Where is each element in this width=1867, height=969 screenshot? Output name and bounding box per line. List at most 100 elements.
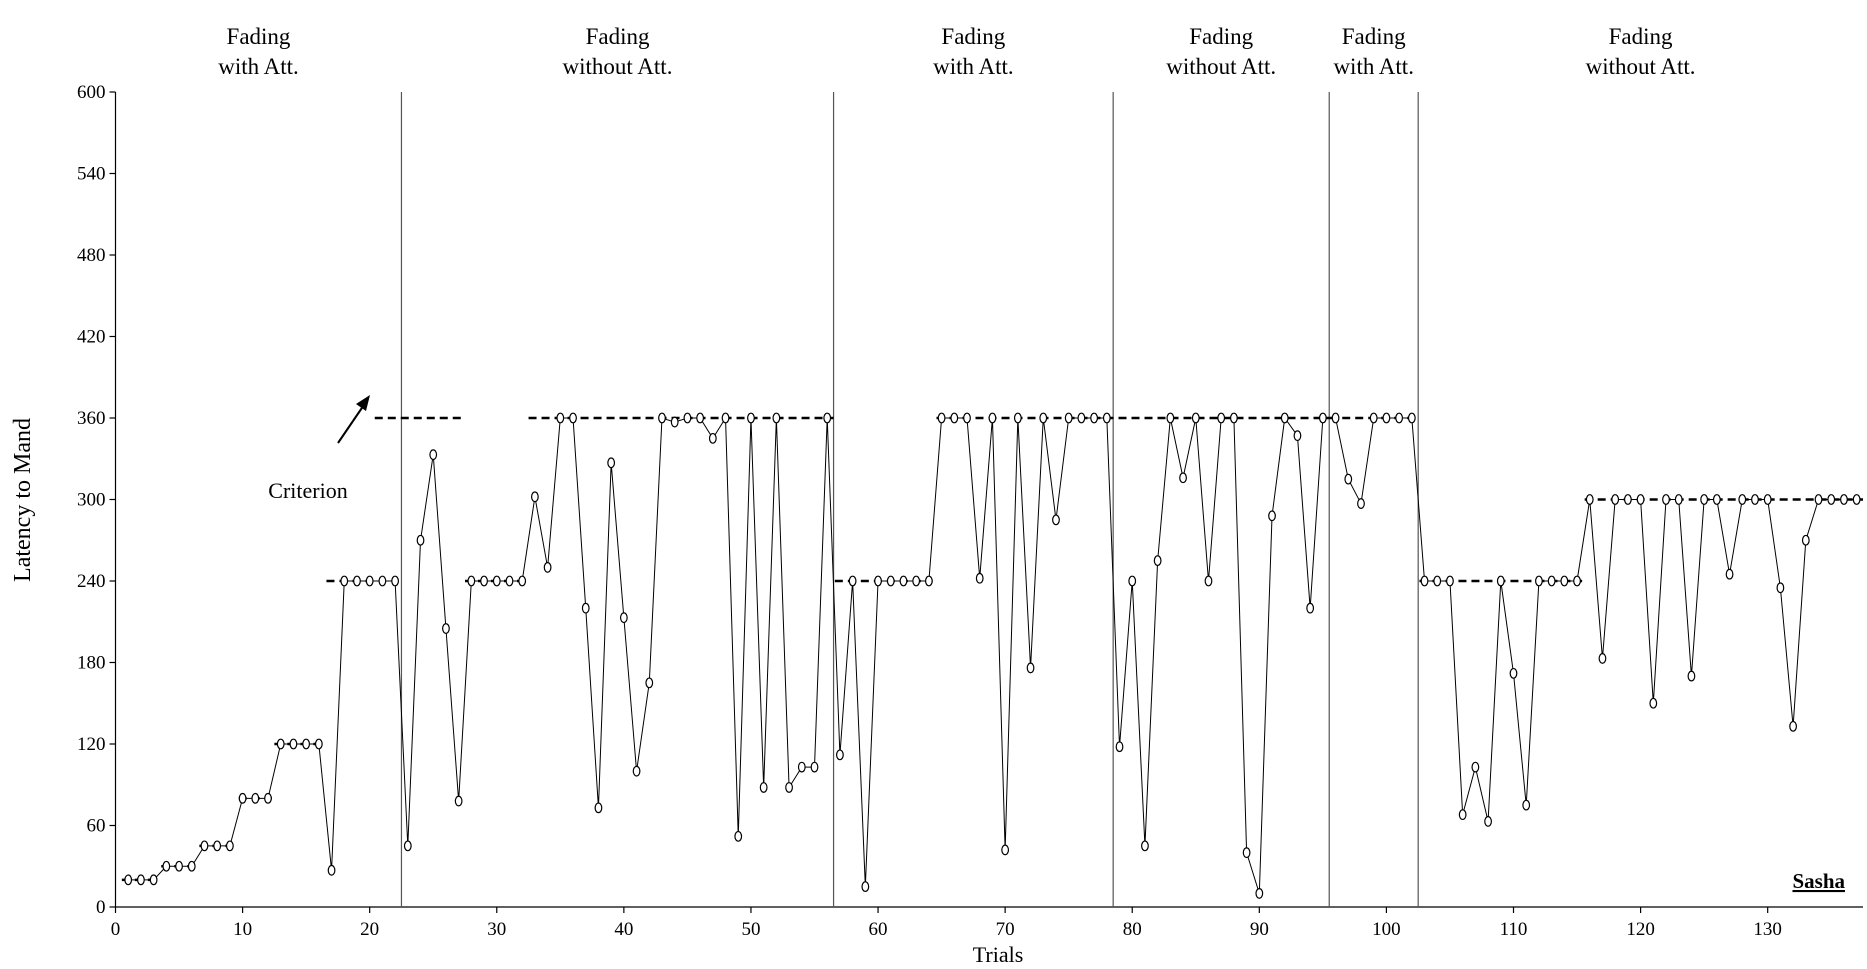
data-point [607, 457, 616, 469]
data-point [1268, 510, 1276, 522]
data-point [569, 412, 577, 424]
data-point [1179, 472, 1187, 484]
subject-label: Sasha [1792, 869, 1845, 893]
data-point [1420, 575, 1429, 587]
data-point [137, 874, 145, 886]
x-tick-label: 90 [1250, 919, 1269, 940]
y-tick-label: 300 [77, 490, 106, 511]
y-tick-label: 60 [87, 816, 106, 837]
data-point [1827, 494, 1836, 505]
data-point [912, 575, 921, 587]
data-point [1712, 494, 1721, 505]
data-point [124, 874, 133, 886]
x-axis-label: Trials [973, 942, 1024, 967]
data-point [175, 860, 183, 872]
data-point [1382, 412, 1391, 424]
data-point [1801, 534, 1810, 546]
data-point [1852, 494, 1861, 505]
phase-label: Fading [586, 24, 650, 49]
data-point [1738, 494, 1747, 505]
y-tick-label: 480 [77, 245, 106, 266]
data-point [937, 412, 946, 424]
data-point [1763, 494, 1772, 505]
data-point [708, 432, 717, 444]
data-point [1280, 412, 1289, 424]
data-point [1344, 473, 1353, 485]
data-point [836, 749, 844, 761]
data-point [886, 575, 895, 587]
data-point [1458, 809, 1467, 821]
data-point [1662, 494, 1670, 505]
data-point [721, 412, 730, 424]
data-point [632, 765, 641, 777]
data-point [480, 575, 488, 587]
y-tick-label: 420 [77, 327, 106, 348]
data-point [1128, 575, 1137, 587]
x-tick-label: 130 [1753, 919, 1782, 940]
data-point [429, 449, 438, 461]
data-point [772, 412, 781, 424]
data-point [1052, 514, 1060, 526]
data-point [581, 602, 590, 614]
y-tick-label: 600 [77, 82, 106, 103]
data-point [492, 575, 501, 587]
data-point [467, 575, 476, 587]
x-tick-label: 0 [111, 919, 121, 940]
data-point [823, 412, 832, 424]
phase-label: Fading [227, 24, 291, 49]
x-tick-label: 50 [741, 919, 760, 940]
data-point [1522, 799, 1531, 811]
phase-label: without Att. [1166, 54, 1276, 79]
data-point [327, 864, 336, 876]
data-point [518, 575, 527, 587]
data-point [1395, 412, 1404, 424]
y-tick-label: 0 [96, 897, 106, 918]
x-tick-label: 120 [1626, 919, 1655, 940]
y-tick-label: 180 [77, 653, 106, 674]
data-point [531, 491, 539, 503]
data-point [734, 830, 743, 842]
y-tick-label: 240 [77, 571, 106, 592]
data-point [162, 860, 171, 872]
data-point [1242, 847, 1251, 859]
data-point [1204, 575, 1213, 587]
phase-label: Fading [1189, 24, 1253, 49]
data-point [1611, 494, 1620, 505]
data-point [1293, 430, 1302, 442]
data-point [1217, 412, 1226, 424]
data-point [276, 738, 285, 750]
data-point [353, 575, 361, 587]
data-point [1077, 412, 1086, 424]
data-point [1700, 494, 1709, 505]
data-point [1560, 575, 1569, 587]
data-point [1166, 412, 1175, 424]
data-point [225, 840, 234, 852]
data-point [658, 412, 666, 424]
data-point [1814, 494, 1823, 505]
data-point [403, 840, 412, 852]
data-point [1687, 670, 1696, 682]
data-point [747, 412, 755, 424]
data-point [1496, 575, 1505, 587]
data-point [1090, 412, 1098, 424]
data-point [696, 412, 705, 424]
data-point [1318, 412, 1327, 424]
data-point [1001, 844, 1010, 856]
data-point [543, 562, 552, 573]
data-point [1789, 720, 1797, 732]
data-point [619, 612, 628, 624]
criterion-annotation: Criterion [268, 478, 347, 503]
data-point [378, 575, 387, 587]
data-point [1039, 412, 1048, 424]
x-tick-label: 60 [869, 919, 888, 940]
data-point [1026, 662, 1035, 674]
data-point [442, 623, 450, 634]
data-point [797, 761, 806, 773]
data-point [187, 860, 196, 872]
data-point [1013, 412, 1022, 424]
data-point [1725, 568, 1734, 580]
data-point [1115, 741, 1124, 753]
data-point [454, 795, 463, 807]
y-tick-label: 120 [77, 734, 106, 755]
